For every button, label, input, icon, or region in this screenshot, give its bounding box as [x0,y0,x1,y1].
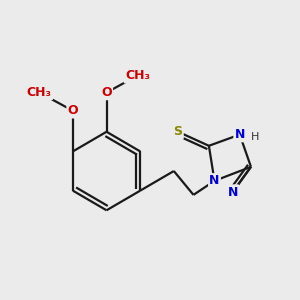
Text: N: N [235,128,245,141]
Text: N: N [227,186,238,199]
Text: O: O [68,104,78,117]
Text: H: H [251,132,259,142]
Text: N: N [209,174,220,187]
Text: S: S [173,125,182,138]
Text: CH₃: CH₃ [125,69,150,82]
Text: O: O [101,86,112,99]
Text: CH₃: CH₃ [27,86,52,99]
